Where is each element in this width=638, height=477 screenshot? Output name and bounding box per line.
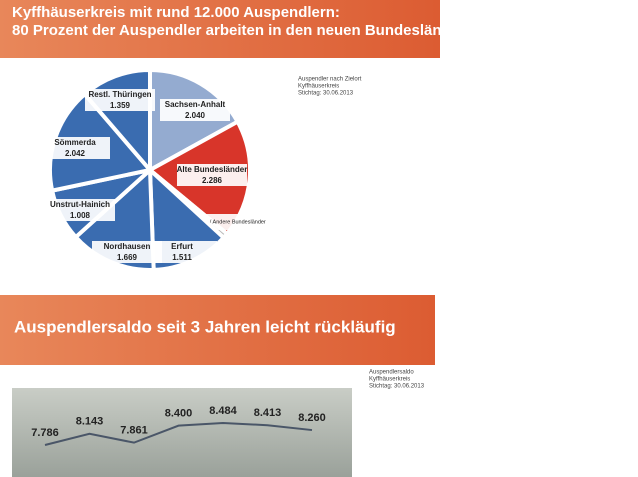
slice-label: Alte Bundesländer xyxy=(177,165,248,174)
value-label: 8.143 xyxy=(76,416,104,428)
label-box xyxy=(85,89,155,111)
slice-label: Nordhausen xyxy=(104,242,151,251)
banner xyxy=(0,295,435,365)
slice-label: Berlin / Andere Bundesländer xyxy=(194,219,266,225)
chart-title: Auspendlersaldo seit 3 Jahren leicht rüc… xyxy=(14,317,396,336)
slice-value: 1.669 xyxy=(117,253,138,262)
slice-label: Sachsen-Anhalt xyxy=(165,100,226,109)
slice-label: Unstrut-Hainich xyxy=(50,200,110,209)
label-box xyxy=(45,199,115,221)
note: Stichtag: 30.06.2013 xyxy=(298,91,354,97)
page-edge xyxy=(0,270,460,290)
value-label: 7.786 xyxy=(31,427,59,439)
label-box xyxy=(177,164,247,186)
label-box xyxy=(40,137,110,159)
value-label: 8.413 xyxy=(254,407,282,419)
banner xyxy=(0,0,440,58)
value-label: 7.861 xyxy=(120,425,148,437)
label-box xyxy=(147,241,217,263)
slice-label: Sömmerda xyxy=(54,138,96,147)
slice-value: 1.511 xyxy=(172,253,192,262)
value-label: 8.260 xyxy=(298,412,326,424)
value-label: 8.484 xyxy=(209,405,237,417)
slice-value: 2.286 xyxy=(202,176,223,185)
label-box xyxy=(160,99,230,121)
chart-title: Kyffhäuserkreis mit rund 12.000 Auspendl… xyxy=(12,4,340,21)
note: Stichtag: 30.06.2013 xyxy=(369,384,425,390)
value-label: 8.400 xyxy=(165,408,193,420)
note: Auspendler nach Zielort xyxy=(298,77,362,83)
slice-value: 2.040 xyxy=(185,111,206,120)
slice-label: Restl. Thüringen xyxy=(88,90,151,99)
slice-value: 1.008 xyxy=(70,211,91,220)
slice-value: 2.042 xyxy=(65,149,86,158)
photo-background xyxy=(12,388,352,477)
chart-subtitle: 80 Prozent der Auspendler arbeiten in de… xyxy=(12,22,474,39)
line xyxy=(44,421,313,446)
pie-chart: Sachsen-Anhalt 2.040 Alte Bundesländer 2.28… xyxy=(40,67,266,273)
label-box xyxy=(92,241,162,263)
note: Kyffhäuserkreis xyxy=(369,377,410,383)
label-box xyxy=(205,214,255,230)
note: Auspendlersaldo xyxy=(369,370,414,376)
slice-label: Erfurt xyxy=(171,242,193,251)
line-chart: 7.786 8.143 7.861 8.400 8.484 8.413 8.260 xyxy=(31,405,326,446)
slice-value: 1.359 xyxy=(110,101,131,110)
note: Kyffhäuserkreis xyxy=(298,84,339,90)
